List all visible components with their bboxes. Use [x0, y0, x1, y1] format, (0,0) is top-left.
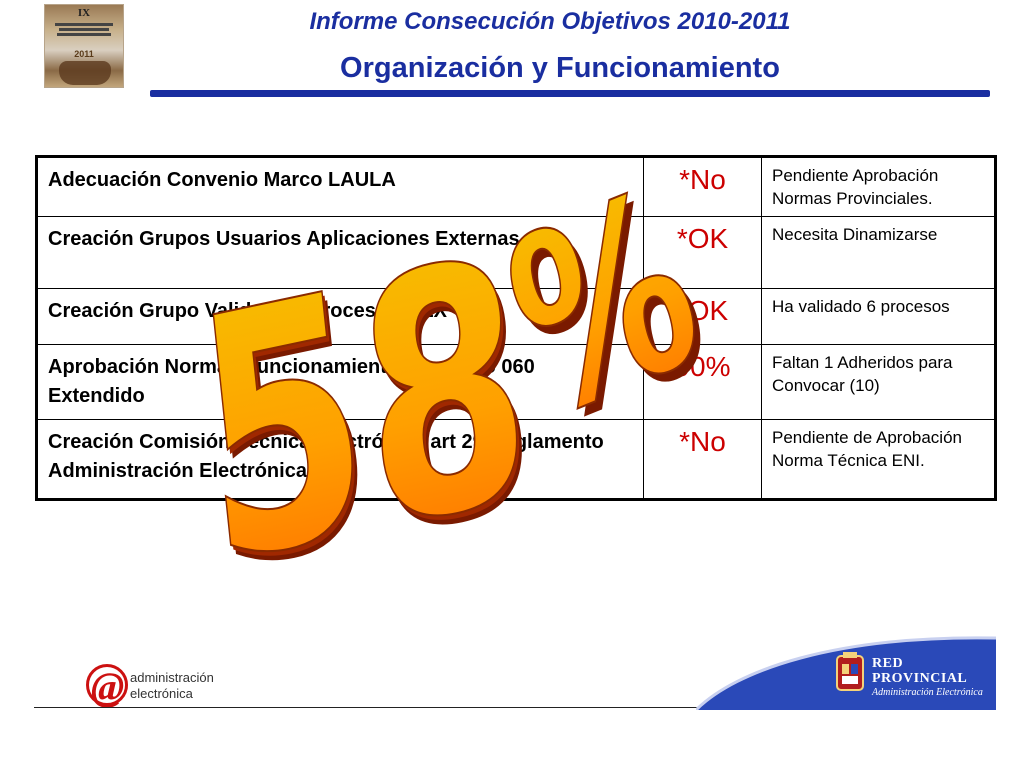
province-crest-icon: [836, 652, 864, 691]
objective-cell: Aprobación Normas Funcionamiento Conveni…: [36, 344, 644, 420]
note-cell: Ha validado 6 procesos: [761, 288, 996, 345]
table-row: Aprobación Normas Funcionamiento Conveni…: [36, 344, 996, 420]
status-cell: *OK: [643, 288, 762, 345]
event-logo-year: 2011: [74, 49, 94, 59]
admin-logo-line1: administración: [130, 670, 214, 685]
objectives-table: Adecuación Convenio Marco LAULA *No Pend…: [35, 155, 997, 501]
note-cell: Pendiente Aprobación Normas Provinciales…: [761, 156, 996, 217]
note-cell: Necesita Dinamizarse: [761, 216, 996, 289]
event-logo: IX 2011: [44, 4, 124, 88]
footer-divider: [34, 707, 994, 708]
table-row: Creación Grupo Validación Procesos GEX *…: [36, 288, 996, 345]
network-logo-line2: PROVINCIAL: [872, 671, 968, 686]
table-row: Adecuación Convenio Marco LAULA *No Pend…: [36, 156, 996, 217]
event-logo-text: [51, 21, 117, 38]
slide-title: Informe Consecución Objetivos 2010-2011: [309, 8, 791, 35]
objective-cell: Creación Comisión Técnica Electrónico ar…: [36, 419, 644, 500]
network-logo-line1: RED: [872, 656, 904, 671]
table-row: Creación Comisión Técnica Electrónico ar…: [36, 419, 996, 500]
note-cell: Faltan 1 Adheridos para Convocar (10): [761, 344, 996, 420]
status-cell: *No: [643, 156, 762, 217]
event-logo-roman: IX: [77, 7, 91, 19]
objective-cell: Creación Grupo Validación Procesos GEX: [36, 288, 644, 345]
table-row: Creación Grupos Usuarios Aplicaciones Ex…: [36, 216, 996, 289]
network-logo-line3: Administración Electrónica: [872, 687, 983, 698]
objective-cell: Creación Grupos Usuarios Aplicaciones Ex…: [36, 216, 644, 289]
at-sign-logo: @: [86, 664, 128, 709]
objective-cell: Adecuación Convenio Marco LAULA: [36, 156, 644, 217]
admin-logo-line2: electrónica: [130, 686, 193, 701]
status-cell: 90%: [643, 344, 762, 420]
vessel-illustration: [59, 61, 111, 85]
slide-subtitle: Organización y Funcionamiento: [340, 52, 780, 84]
title-rule: [150, 90, 990, 97]
note-cell: Pendiente de Aprobación Norma Técnica EN…: [761, 419, 996, 500]
status-cell: *No: [643, 419, 762, 500]
status-cell: *OK: [643, 216, 762, 289]
